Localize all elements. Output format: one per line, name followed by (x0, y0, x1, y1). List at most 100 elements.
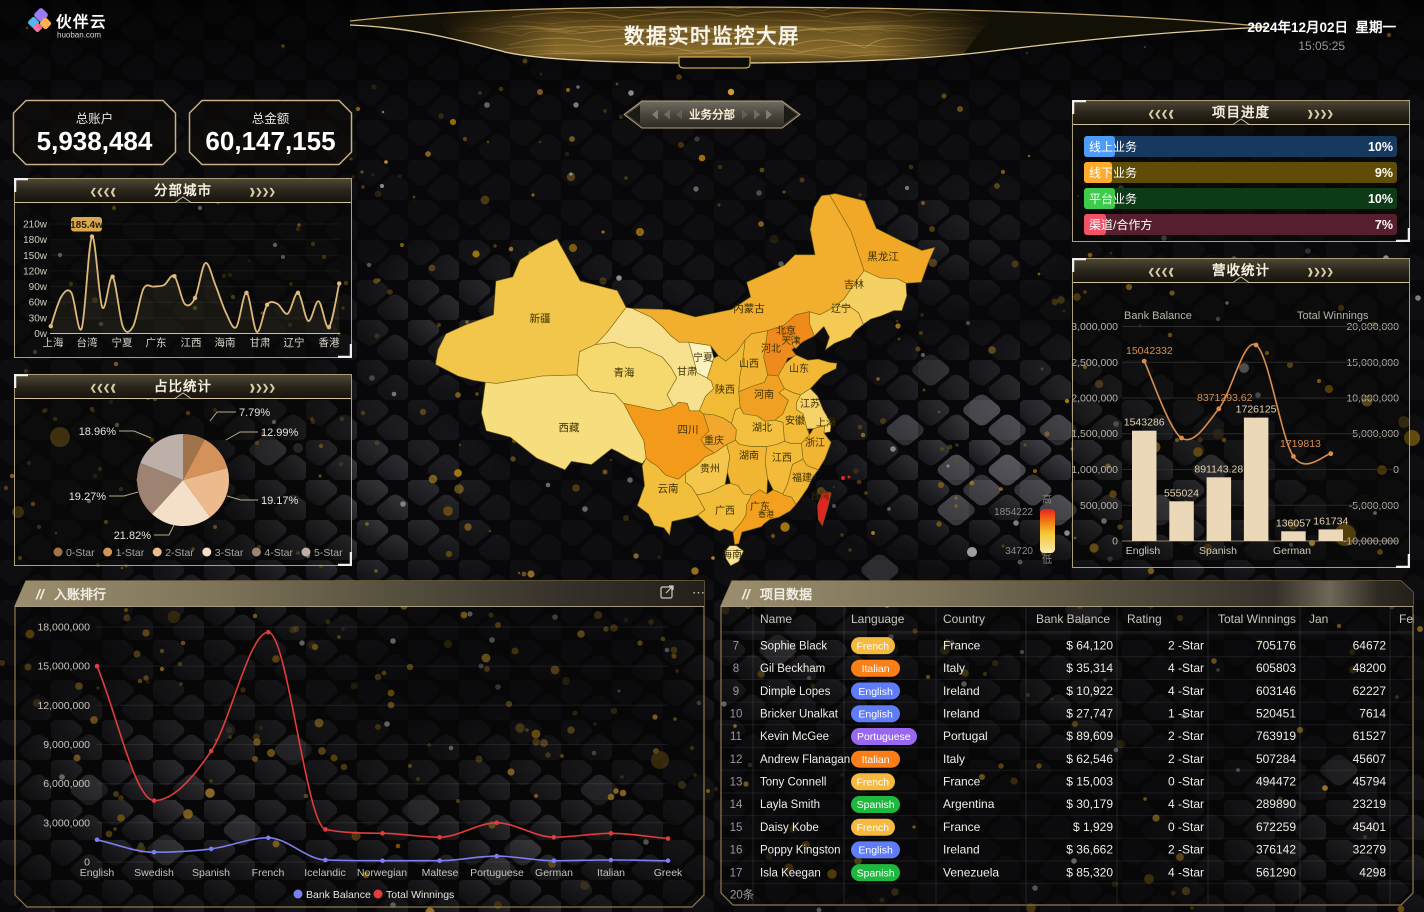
svg-text:Country: Country (943, 612, 985, 626)
svg-text:14: 14 (730, 799, 743, 811)
svg-text:France: France (943, 638, 981, 652)
svg-text:376142: 376142 (1256, 843, 1296, 857)
svg-text:2 -Star: 2 -Star (1168, 752, 1204, 766)
svg-text:605803: 605803 (1256, 661, 1296, 675)
svg-text:0 -Star: 0 -Star (1168, 820, 1204, 834)
svg-text:French: French (856, 822, 889, 834)
svg-text:广东: 广东 (146, 336, 167, 349)
svg-text:60,147,155: 60,147,155 (205, 126, 335, 156)
svg-text:福建: 福建 (792, 471, 812, 484)
svg-text:1 -Star: 1 -Star (1168, 707, 1204, 721)
svg-text:1719813: 1719813 (1280, 438, 1321, 450)
svg-text:数据实时监控大屏: 数据实时监控大屏 (624, 24, 800, 48)
svg-text:15: 15 (730, 822, 743, 834)
svg-text:Italian: Italian (862, 663, 890, 675)
svg-text:5-Star: 5-Star (314, 547, 343, 559)
svg-text:Italy: Italy (943, 752, 965, 766)
svg-text:$ 30,179: $ 30,179 (1066, 797, 1113, 811)
svg-text:12.99%: 12.99% (261, 427, 299, 439)
svg-text:9,000,000: 9,000,000 (43, 739, 90, 751)
svg-text:Dimple Lopes: Dimple Lopes (760, 686, 831, 698)
svg-text:2 -Star: 2 -Star (1168, 638, 1204, 652)
svg-text:辽宁: 辽宁 (284, 336, 305, 349)
svg-text:Feb: Feb (1399, 612, 1414, 626)
svg-text:English: English (1126, 545, 1161, 557)
svg-text:Norwegian: Norwegian (357, 867, 407, 879)
svg-text:18,000,000: 18,000,000 (37, 622, 90, 634)
svg-text:湖南: 湖南 (739, 449, 759, 462)
svg-text:Total Winnings: Total Winnings (386, 889, 454, 901)
svg-text:$ 27,747: $ 27,747 (1066, 707, 1113, 721)
svg-text:21.82%: 21.82% (114, 530, 152, 542)
svg-text:Isla Keegan: Isla Keegan (760, 867, 821, 879)
svg-text:16: 16 (730, 845, 743, 857)
svg-text:2,500,000: 2,500,000 (1072, 357, 1118, 369)
svg-text:7614: 7614 (1359, 707, 1386, 721)
svg-text:业务分部: 业务分部 (689, 108, 735, 122)
svg-text:4 -Star: 4 -Star (1168, 865, 1204, 879)
svg-text:0-Star: 0-Star (66, 547, 95, 559)
svg-text:Icelandic: Icelandic (304, 867, 345, 879)
svg-text:海南: 海南 (722, 548, 742, 561)
svg-text:France: France (943, 820, 981, 834)
svg-text:-5,000,000: -5,000,000 (1349, 500, 1399, 512)
svg-text:Ireland: Ireland (943, 707, 980, 721)
svg-text://: // (741, 586, 752, 602)
svg-text:English: English (858, 709, 893, 721)
svg-text:23219: 23219 (1353, 797, 1387, 811)
svg-text:19.27%: 19.27% (69, 491, 107, 503)
svg-text:内蒙古: 内蒙古 (733, 302, 765, 315)
svg-text:90w: 90w (29, 282, 48, 293)
svg-text:浙江: 浙江 (805, 437, 825, 449)
svg-text:5,938,484: 5,938,484 (37, 126, 153, 156)
svg-text:561290: 561290 (1256, 865, 1296, 879)
svg-text:线下业务: 线下业务 (1089, 165, 1137, 180)
svg-text:项目数据: 项目数据 (760, 587, 812, 602)
svg-text:Rating: Rating (1127, 612, 1162, 626)
svg-text:English: English (858, 686, 893, 698)
svg-text:45607: 45607 (1353, 752, 1387, 766)
svg-text:1543286: 1543286 (1124, 417, 1165, 429)
svg-text:低: 低 (1042, 553, 1052, 566)
svg-text:Argentina: Argentina (943, 797, 995, 811)
svg-text:❮❮❮❰: ❮❮❮❰ (90, 383, 117, 394)
svg-text:1854222: 1854222 (994, 507, 1033, 518)
svg-text:香港: 香港 (758, 509, 774, 519)
svg-text:German: German (1273, 545, 1311, 557)
svg-text:34720: 34720 (1005, 546, 1033, 557)
svg-text:重庆: 重庆 (704, 434, 724, 447)
svg-text:陕西: 陕西 (715, 383, 735, 396)
svg-text:$ 89,609: $ 89,609 (1066, 729, 1113, 743)
svg-text:Ireland: Ireland (943, 843, 980, 857)
svg-text:English: English (80, 867, 115, 879)
svg-text:1-Star: 1-Star (116, 547, 145, 559)
svg-text:Daisy Kobe: Daisy Kobe (760, 822, 819, 834)
svg-text:48200: 48200 (1353, 661, 1387, 675)
svg-text:Spanish: Spanish (857, 867, 895, 879)
svg-text:8371293.62: 8371293.62 (1197, 392, 1253, 404)
svg-text:3,000,000: 3,000,000 (1072, 321, 1118, 333)
svg-text:7: 7 (733, 640, 739, 652)
svg-text:15042332: 15042332 (1126, 345, 1173, 357)
svg-text:18.96%: 18.96% (79, 426, 117, 438)
svg-text:湖北: 湖北 (752, 422, 772, 434)
svg-text:French: French (252, 867, 285, 879)
svg-text:上海: 上海 (816, 416, 836, 429)
svg-text:$ 35,314: $ 35,314 (1066, 661, 1113, 675)
svg-text:12: 12 (730, 754, 743, 766)
svg-text:Bank Balance: Bank Balance (1124, 310, 1192, 322)
svg-text:20条: 20条 (730, 888, 755, 902)
svg-text:入账排行: 入账排行 (54, 587, 106, 602)
svg-text:180w: 180w (23, 235, 48, 246)
svg-text:台湾: 台湾 (810, 490, 830, 502)
svg-text:青海: 青海 (614, 366, 635, 379)
svg-text:贵州: 贵州 (700, 462, 720, 475)
svg-text:2 -Star: 2 -Star (1168, 729, 1204, 743)
svg-text://: // (35, 586, 46, 602)
svg-text:10%: 10% (1368, 140, 1393, 154)
svg-text:Greek: Greek (654, 867, 683, 879)
svg-text:云南: 云南 (658, 482, 679, 495)
svg-text:河南: 河南 (754, 388, 774, 401)
svg-text:黑龙江: 黑龙江 (867, 250, 899, 263)
svg-text:总金额: 总金额 (252, 111, 290, 126)
